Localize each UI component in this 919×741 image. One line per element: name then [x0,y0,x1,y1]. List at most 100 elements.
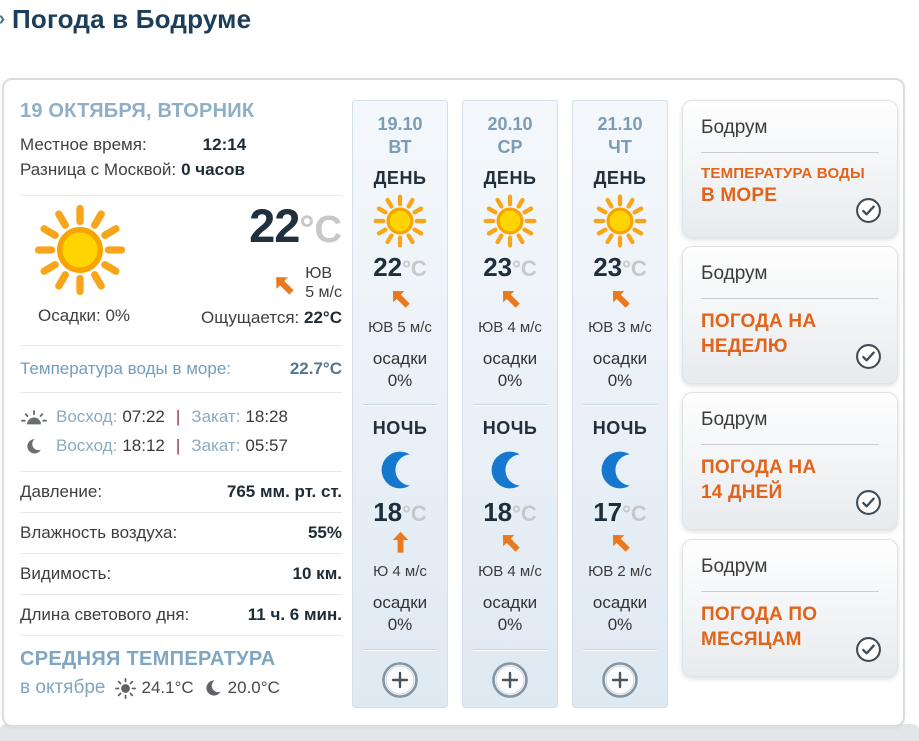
moon-icon [353,447,447,493]
divider [20,345,342,347]
day-temperature: 23°C [483,252,537,282]
card-city-label: Бодрум [701,409,768,430]
expand-forecast-button[interactable] [381,661,419,699]
local-time-value: 12:14 [202,135,247,154]
average-day-temp: 24.1°C [141,678,194,698]
divider [20,195,342,197]
divider [473,404,547,406]
detail-row-humidity: Влажность воздуха: 55% [20,513,342,555]
divider [701,152,879,153]
weather-widget: 19 ОКТЯБРЯ, ВТОРНИК Местное время: 12:14 … [2,78,905,727]
detail-row-daylight: Длина светового дня: 11 ч. 6 мин. [20,595,342,637]
current-date-heading: 19 ОКТЯБРЯ, ВТОРНИК [20,100,255,122]
card-city-label: Бодрум [701,117,768,138]
wind-speed: 5 м/с [305,284,342,302]
night-label: НОЧЬ [372,417,428,438]
breadcrumb-arrow-icon: » [0,8,6,31]
divider [701,298,879,299]
night-label: НОЧЬ [482,417,538,438]
card-link-monthly-forecast[interactable]: ПОГОДА ПО МЕСЯЦАМ [701,604,818,650]
sunrise-time: 07:22 [122,407,165,427]
current-conditions: Осадки: 0% 22°C ЮВ 5 м/с Ощущается: 22°C [20,199,342,332]
precipitation-now: Осадки: 0% [37,306,131,326]
night-temperature: 18°C [373,496,427,527]
night-temperature: 18°C [483,496,537,527]
sidebar-card-monthly-forecast[interactable]: Бодрум ПОГОДА ПО МЕСЯЦАМ [682,539,898,677]
day-precipitation: осадки 0% [592,348,648,390]
wind-direction-arrow-icon [387,529,414,556]
moscow-diff-row: Разница с Москвой: 0 часов [20,158,342,183]
wind-direction-arrow-icon [264,265,304,305]
forecast-date: 19.10 ВТ [377,114,423,157]
card-city-label: Бодрум [701,556,768,577]
wind-direction: ЮВ [305,265,333,283]
weather-details-table: Давление: 765 мм. рт. ст. Влажность возд… [20,471,342,637]
average-temperature-title: СРЕДНЯЯ ТЕМПЕРАТУРА [20,648,276,671]
sidebar-card-week-forecast[interactable]: Бодрум ПОГОДА НА НЕДЕЛЮ [682,246,898,384]
day-precipitation: осадки 0% [372,348,428,390]
moscow-diff-label: Разница с Москвой: [20,159,177,179]
plus-icon [381,661,419,702]
feels-like: Ощущается: 22°C [201,308,342,328]
night-precipitation: осадки 0% [482,593,538,635]
current-temperature: 22°C [249,199,342,253]
sea-temperature-row: Температура воды в море: 22.7°C [20,359,342,379]
day-label: ДЕНЬ [373,168,427,188]
sunset-time: 18:28 [245,407,288,427]
current-weather-section: 19 ОКТЯБРЯ, ВТОРНИК Местное время: 12:14 … [20,92,342,699]
checkmark-icon [855,197,882,224]
local-time-row: Местное время: 12:14 [20,133,342,158]
day-temperature: 22°C [373,252,427,282]
card-link-sea-temperature[interactable]: ТЕМПЕРАТУРА ВОДЫ В МОРЕ [701,165,865,206]
forecast-column-2: 20.10 СР ДЕНЬ 23°C ЮВ 4 м/с осадки 0% НОЧЬ… [462,100,558,708]
day-label: ДЕНЬ [593,168,647,188]
wind-direction-arrow-icon [601,524,639,562]
wind-direction-arrow-icon [491,524,529,562]
moonrise-icon [18,434,50,459]
sunrise-icon [20,409,48,425]
moon-icon [463,447,557,493]
night-wind: Ю 4 м/с [373,563,427,581]
sun-icon [115,677,137,699]
sunrise-sunset-row: Восход: 07:22 | Закат: 18:28 [20,407,342,427]
expand-forecast-button[interactable] [601,661,639,699]
divider [583,649,657,651]
average-night-temp: 20.0°C [227,678,280,698]
forecast-column-3: 21.10 ЧТ ДЕНЬ 23°C ЮВ 3 м/с осадки 0% НОЧЬ… [572,100,668,708]
divider [583,404,657,406]
moscow-diff-value: 0 часов [181,159,245,179]
night-precipitation: осадки 0% [372,593,428,635]
page-header: » Погода в Бодруме [0,4,251,35]
forecast-column-1: 19.10 ВТ ДЕНЬ 22°C ЮВ 5 м/с осадки 0% НОЧЬ… [352,100,448,708]
moonrise-time: 18:12 [122,436,165,456]
day-label: ДЕНЬ [483,168,537,188]
night-label: НОЧЬ [592,417,648,438]
forecast-date: 21.10 ЧТ [597,114,643,157]
forecast-date: 20.10 СР [487,114,533,157]
divider [701,444,879,445]
checkmark-icon [855,343,882,370]
card-city-label: Бодрум [701,263,768,284]
moon-icon [573,447,667,493]
sun-icon [573,194,667,248]
sun-icon [353,194,447,248]
day-precipitation: осадки 0% [482,348,538,390]
sea-temperature-value: 22.7°C [289,359,342,379]
average-period: в октябре [20,677,106,699]
day-wind: ЮВ 5 м/с [368,318,432,336]
sidebar-card-14day-forecast[interactable]: Бодрум ПОГОДА НА 14 ДНЕЙ [682,392,898,530]
sun-icon [463,194,557,248]
sun-icon [34,204,126,296]
divider [363,404,437,406]
divider [473,649,547,651]
plus-icon [601,661,639,702]
wind-direction-arrow-icon [491,279,529,317]
widget-footer-strip [0,724,919,741]
card-link-14day-forecast[interactable]: ПОГОДА НА 14 ДНЕЙ [701,457,817,503]
expand-forecast-button[interactable] [491,661,529,699]
sidebar-card-sea-temperature[interactable]: Бодрум ТЕМПЕРАТУРА ВОДЫ В МОРЕ [682,100,898,238]
day-wind: ЮВ 4 м/с [478,318,542,336]
detail-row-pressure: Давление: 765 мм. рт. ст. [20,472,342,514]
card-link-week-forecast[interactable]: ПОГОДА НА НЕДЕЛЮ [701,311,817,357]
night-temperature: 17°C [593,496,647,527]
